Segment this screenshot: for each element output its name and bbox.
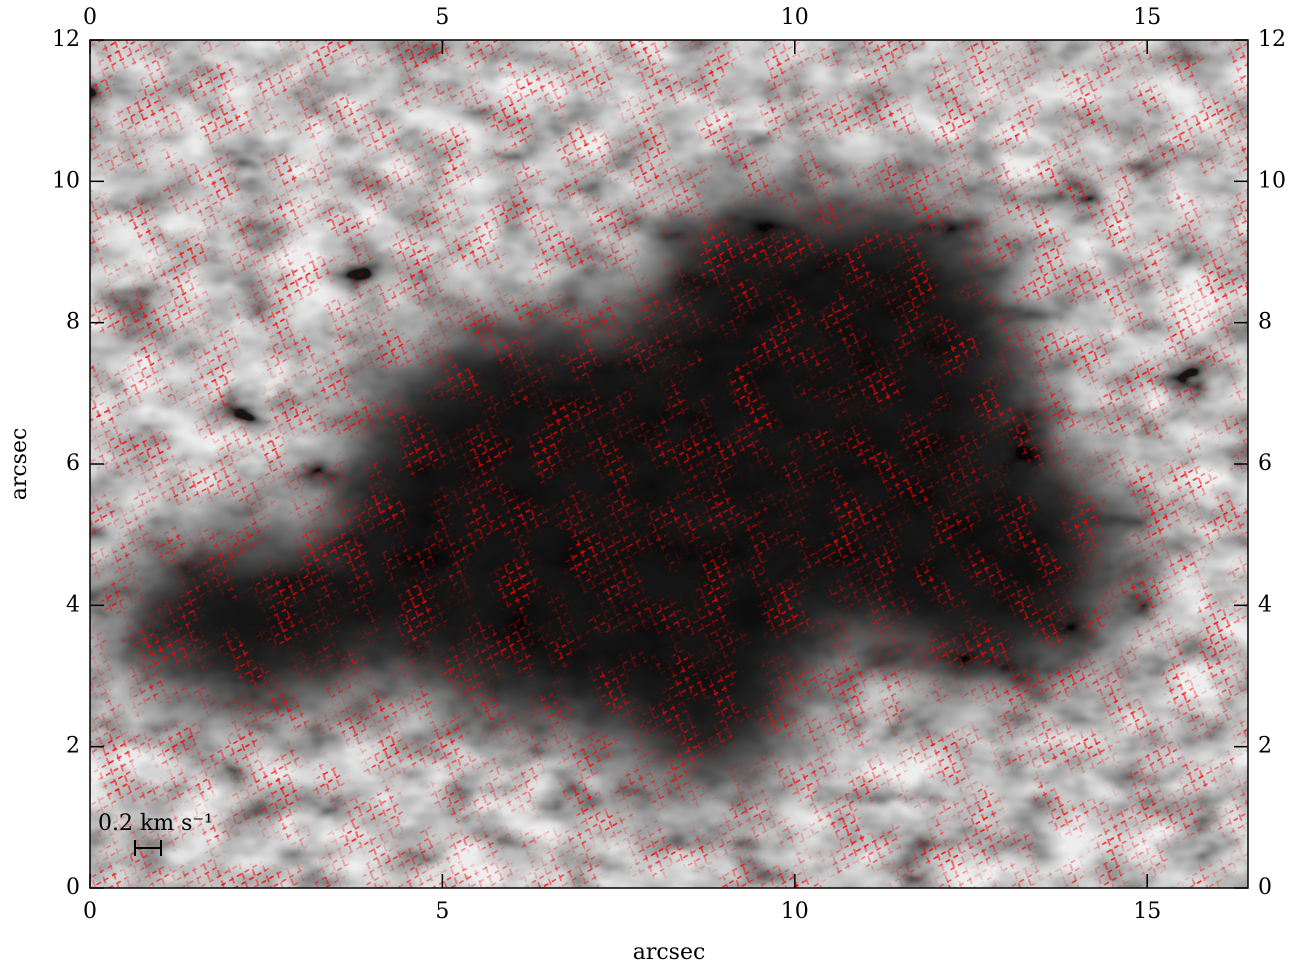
y-axis-label: arcsec — [7, 428, 32, 501]
x-tick-label-top: 10 — [781, 5, 809, 30]
x-tick-label: 10 — [781, 899, 809, 924]
image-background — [90, 40, 1248, 888]
x-tick-label: 15 — [1133, 899, 1161, 924]
y-tick-label: 0 — [66, 875, 80, 900]
page: {"chart_data": {"type": "image", "xlabel… — [0, 0, 1300, 967]
y-tick-label-right: 8 — [1258, 310, 1272, 335]
x-tick-label-top: 15 — [1133, 5, 1161, 30]
y-tick-label-right: 10 — [1258, 168, 1286, 193]
y-tick-label: 6 — [66, 451, 80, 476]
x-tick-label: 5 — [435, 899, 449, 924]
y-tick-label-right: 2 — [1258, 734, 1272, 759]
x-tick-label: 0 — [83, 899, 97, 924]
x-tick-label-top: 5 — [435, 5, 449, 30]
y-tick-label: 2 — [66, 734, 80, 759]
x-axis-label: arcsec — [633, 940, 706, 965]
y-tick-label: 12 — [52, 27, 80, 52]
y-tick-label-right: 0 — [1258, 875, 1272, 900]
y-tick-label-right: 6 — [1258, 451, 1272, 476]
y-tick-label: 10 — [52, 168, 80, 193]
y-tick-label-right: 4 — [1258, 592, 1272, 617]
y-tick-label: 8 — [66, 310, 80, 335]
y-tick-label-right: 12 — [1258, 27, 1286, 52]
chart: 0.2 km s⁻¹ arcsec arcsec 005510101515002… — [0, 0, 1300, 967]
y-tick-label: 4 — [66, 592, 80, 617]
annotation: 0.2 km s⁻¹ — [98, 811, 213, 836]
x-tick-label-top: 0 — [83, 5, 97, 30]
